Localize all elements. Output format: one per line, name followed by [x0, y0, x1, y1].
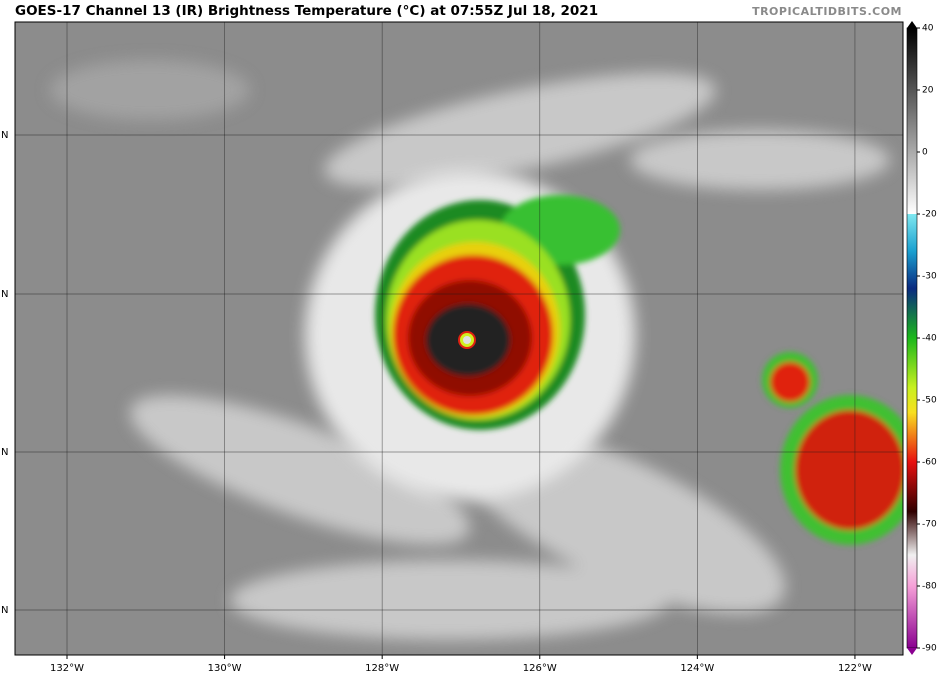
lat-label: N	[1, 130, 8, 141]
colorbar	[906, 27, 918, 649]
colorbar-label: -60	[922, 458, 937, 468]
satellite-image	[15, 22, 903, 655]
colorbar-label: -50	[922, 396, 937, 406]
colorbar-label: -90	[922, 644, 937, 654]
colorbar-label: -40	[922, 334, 937, 344]
colorbar-label: 20	[922, 86, 934, 96]
colorbar-label: -30	[922, 272, 937, 282]
colorbar-label: -70	[922, 520, 937, 530]
lat-label: N	[1, 447, 8, 458]
colorbar-label: 0	[922, 148, 928, 158]
lon-label: 132°W	[50, 663, 84, 674]
lon-label: 122°W	[838, 663, 872, 674]
lon-label: 126°W	[523, 663, 557, 674]
lon-label: 124°W	[680, 663, 714, 674]
title: GOES-17 Channel 13 (IR) Brightness Tempe…	[15, 3, 598, 19]
colorbar-arrow	[907, 648, 917, 655]
colorbar-label: -20	[922, 210, 937, 220]
colorbar-arrow	[907, 21, 917, 28]
colorbar-label: -80	[922, 582, 937, 592]
lat-label: N	[1, 605, 8, 616]
lat-label: N	[1, 289, 8, 300]
lon-label: 130°W	[208, 663, 242, 674]
lon-label: 128°W	[365, 663, 399, 674]
colorbar-label: 40	[922, 24, 934, 34]
credit: TROPICALTIDBITS.COM	[752, 5, 902, 18]
